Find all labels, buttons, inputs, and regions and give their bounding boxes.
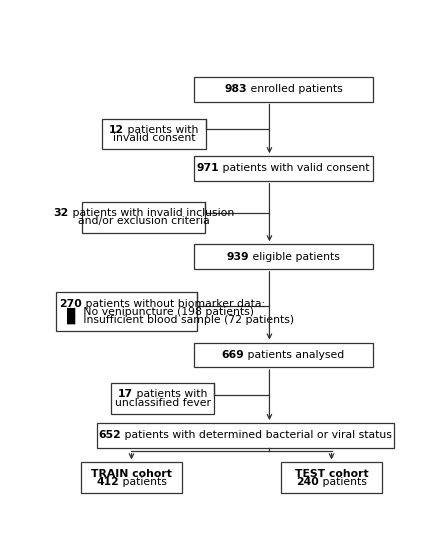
Text: ■  No venipuncture (198 patients): ■ No venipuncture (198 patients) xyxy=(59,307,254,317)
Text: 12: 12 xyxy=(109,125,124,135)
Text: and/or exclusion criteria: and/or exclusion criteria xyxy=(78,216,210,226)
Text: enrolled patients: enrolled patients xyxy=(247,84,343,94)
Text: 412: 412 xyxy=(96,477,119,487)
Text: unclassified fever: unclassified fever xyxy=(114,398,210,408)
Text: 669: 669 xyxy=(222,350,244,360)
FancyBboxPatch shape xyxy=(194,77,373,102)
Text: TEST cohort: TEST cohort xyxy=(295,469,368,478)
Text: 939: 939 xyxy=(227,251,249,262)
Text: patients with determined bacterial or viral status: patients with determined bacterial or vi… xyxy=(121,430,392,441)
Text: patients with valid consent: patients with valid consent xyxy=(219,163,370,173)
FancyBboxPatch shape xyxy=(81,463,182,493)
Text: ■  Insufficient blood sample (72 patients): ■ Insufficient blood sample (72 patients… xyxy=(59,315,294,324)
Text: patients without biomarker data:: patients without biomarker data: xyxy=(82,299,265,309)
Text: patients with invalid inclusion: patients with invalid inclusion xyxy=(69,208,234,218)
FancyBboxPatch shape xyxy=(102,118,206,149)
Text: invalid consent: invalid consent xyxy=(113,133,195,143)
Text: 971: 971 xyxy=(197,163,219,173)
Text: 240: 240 xyxy=(296,477,319,487)
Text: patients: patients xyxy=(319,477,367,487)
Text: patients analysed: patients analysed xyxy=(244,350,345,360)
Text: patients with: patients with xyxy=(133,389,207,399)
Text: 652: 652 xyxy=(98,430,121,441)
FancyBboxPatch shape xyxy=(194,343,373,367)
FancyBboxPatch shape xyxy=(111,383,214,414)
FancyBboxPatch shape xyxy=(194,244,373,269)
Text: patients: patients xyxy=(119,477,167,487)
Text: 983: 983 xyxy=(224,84,247,94)
Text: 270: 270 xyxy=(59,299,82,309)
Text: patients with: patients with xyxy=(124,125,198,135)
Text: eligible patients: eligible patients xyxy=(249,251,340,262)
FancyBboxPatch shape xyxy=(56,292,197,331)
FancyBboxPatch shape xyxy=(194,156,373,181)
Text: 17: 17 xyxy=(118,389,133,399)
FancyBboxPatch shape xyxy=(82,201,205,233)
Text: TRAIN cohort: TRAIN cohort xyxy=(91,469,172,478)
FancyBboxPatch shape xyxy=(97,423,394,448)
Text: 32: 32 xyxy=(53,208,69,218)
FancyBboxPatch shape xyxy=(281,463,382,493)
